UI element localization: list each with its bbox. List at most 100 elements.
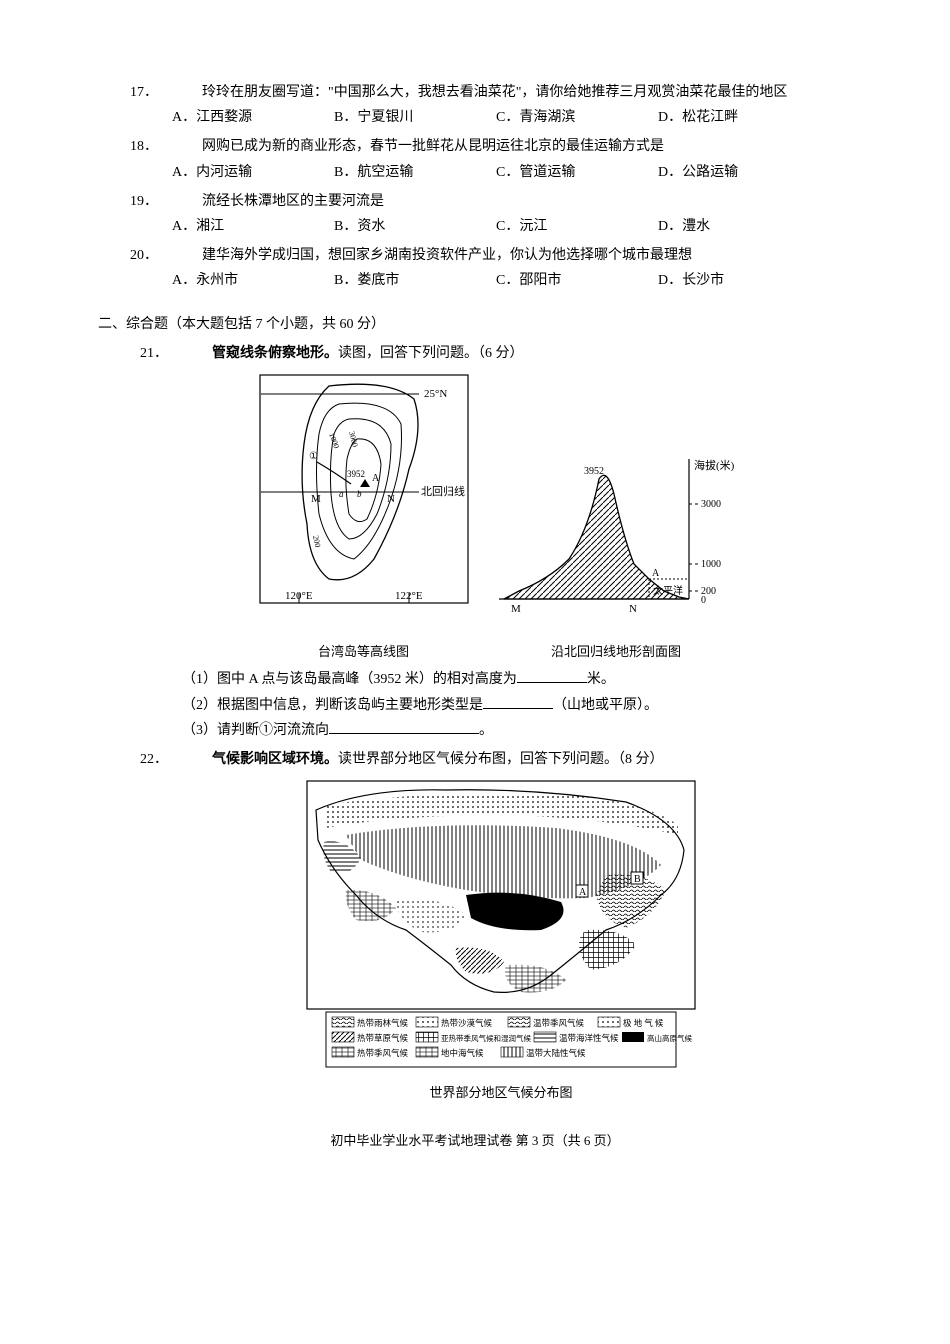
- q22-num: 22．: [182, 747, 212, 772]
- legend-l8: 高山高原气候: [647, 1033, 692, 1043]
- q21-stem: 21．管窥线条俯察地形。读图，回答下列问题。（6 分）: [182, 341, 820, 366]
- legend-l6: 亚热带季风气候和湿润气候: [441, 1033, 531, 1043]
- q18-options: A．内河运输 B．航空运输 C．管道运输 D．公路运输: [172, 160, 820, 185]
- legend-l5: 热带草原气候: [357, 1033, 409, 1043]
- q21-figures: 25°N 北回归线 120°E 122°E A 3952: [182, 374, 820, 664]
- c1000-label: 1000: [327, 431, 341, 449]
- peak-val-label: 3952: [347, 469, 365, 479]
- question-17: 17．玲玲在朋友圈写道："中国那么大，我想去看油菜花"，请你给她推荐三月观赏油菜…: [130, 80, 820, 130]
- q21-tail: 读图，回答下列问题。（6 分）: [338, 346, 524, 361]
- page-footer: 初中毕业学业水平考试地理试卷 第 3 页（共 6 页）: [130, 1129, 820, 1152]
- q21-sub2-text: （2）根据图中信息，判断该岛屿主要地形类型是: [182, 698, 483, 713]
- q21-sub2: （2）根据图中信息，判断该岛屿主要地形类型是 （山地或平原）。: [182, 693, 820, 718]
- peak-A-label: A: [372, 473, 380, 484]
- q20-opt-c[interactable]: C．邵阳市: [496, 268, 658, 293]
- legend-l1: 热带雨林气候: [357, 1018, 409, 1028]
- q18-num: 18．: [172, 134, 202, 159]
- climate-A-label: A: [579, 887, 587, 898]
- q17-options: A．江西婺源 B．宁夏银川 C．青海湖滨 D．松花江畔: [172, 105, 820, 130]
- q19-opt-c[interactable]: C．沅江: [496, 214, 658, 239]
- profile-M-label: M: [511, 603, 521, 615]
- q20-stem: 20．建华海外学成归国，想回家乡湖南投资软件产业，你认为他选择哪个城市最理想: [172, 243, 820, 268]
- q21-sub2-tail: （山地或平原）。: [553, 698, 658, 713]
- q21-sub3: （3）请判断①河流流向 。: [182, 718, 820, 743]
- c3000-label: 3000: [347, 430, 360, 448]
- river1-label: ①: [309, 451, 318, 462]
- question-20: 20．建华海外学成归国，想回家乡湖南投资软件产业，你认为他选择哪个城市最理想 A…: [130, 243, 820, 293]
- question-21: 21．管窥线条俯察地形。读图，回答下列问题。（6 分） 25°N 北回归线 12…: [140, 341, 820, 743]
- q19-options: A．湘江 B．资水 C．沅江 D．澧水: [172, 214, 820, 239]
- q22-title: 气候影响区域环境。: [212, 752, 338, 767]
- climate-map-caption: 世界部分地区气候分布图: [182, 1081, 820, 1104]
- tropic-label: 北回归线: [421, 484, 465, 498]
- climate-map-svg: A B 热带雨林气候 热带沙漠气候 温带季风气候 极 地 气 候 热带草原气候 …: [306, 780, 696, 1070]
- q17-stem: 17．玲玲在朋友圈写道："中国那么大，我想去看油菜花"，请你给她推荐三月观赏油菜…: [172, 80, 820, 105]
- alt-title-label: 海拔(米): [694, 458, 735, 472]
- profile-caption: 沿北回归线地形剖面图: [489, 640, 744, 663]
- q20-text: 建华海外学成归国，想回家乡湖南投资软件产业，你认为他选择哪个城市最理想: [202, 248, 692, 263]
- q17-opt-c[interactable]: C．青海湖滨: [496, 105, 658, 130]
- legend-l4: 极 地 气 候: [623, 1018, 664, 1028]
- q21-sub3-text: （3）请判断①河流流向: [182, 723, 329, 738]
- legend-l3: 温带季风气候: [533, 1018, 585, 1028]
- pointN-label: N: [387, 493, 395, 505]
- q21-blank2[interactable]: [483, 693, 553, 709]
- y1000-label: 1000: [701, 559, 721, 570]
- pacific-label: 太平洋: [653, 584, 683, 597]
- q18-opt-d[interactable]: D．公路运输: [658, 160, 820, 185]
- q17-opt-a[interactable]: A．江西婺源: [172, 105, 334, 130]
- profile-peak-label: 3952: [584, 466, 604, 477]
- lat25-label: 25°N: [424, 388, 447, 400]
- legend-l2: 热带沙漠气候: [441, 1018, 493, 1028]
- q19-opt-a[interactable]: A．湘江: [172, 214, 334, 239]
- q18-text: 网购已成为新的商业形态，春节一批鲜花从昆明运往北京的最佳运输方式是: [202, 139, 664, 154]
- q19-opt-b[interactable]: B．资水: [334, 214, 496, 239]
- q18-opt-b[interactable]: B．航空运输: [334, 160, 496, 185]
- lon120-label: 120°E: [285, 590, 313, 602]
- profile-A-label: A: [652, 568, 660, 579]
- q20-opt-b[interactable]: B．娄底市: [334, 268, 496, 293]
- q21-blank1[interactable]: [517, 667, 587, 683]
- q19-opt-d[interactable]: D．澧水: [658, 214, 820, 239]
- q17-opt-b[interactable]: B．宁夏银川: [334, 105, 496, 130]
- pointa-label: a: [339, 489, 344, 499]
- climate-B-label: B: [634, 874, 641, 885]
- taiwan-contour-caption: 台湾岛等高线图: [259, 640, 469, 663]
- lon122-label: 122°E: [395, 590, 423, 602]
- q18-opt-c[interactable]: C．管道运输: [496, 160, 658, 185]
- q20-num: 20．: [172, 243, 202, 268]
- q21-title: 管窥线条俯察地形。: [212, 346, 338, 361]
- q17-num: 17．: [172, 80, 202, 105]
- q22-stem: 22．气候影响区域环境。读世界部分地区气候分布图，回答下列问题。（8 分）: [182, 747, 820, 772]
- question-18: 18．网购已成为新的商业形态，春节一批鲜花从昆明运往北京的最佳运输方式是 A．内…: [130, 134, 820, 184]
- c200-label: 200: [311, 534, 322, 548]
- q20-opt-d[interactable]: D．长沙市: [658, 268, 820, 293]
- q21-blank3[interactable]: [329, 718, 479, 734]
- legend-l11: 温带大陆性气候: [526, 1048, 586, 1058]
- profile-svg: 0 200 1000 3000 海拔(米) 3952 A M N 太平洋: [489, 449, 744, 629]
- q21-sub1-text: （1）图中 A 点与该岛最高峰（3952 米）的相对高度为: [182, 672, 517, 687]
- q20-options: A．永州市 B．娄底市 C．邵阳市 D．长沙市: [172, 268, 820, 293]
- q17-opt-d[interactable]: D．松花江畔: [658, 105, 820, 130]
- q19-text: 流经长株潭地区的主要河流是: [202, 194, 384, 209]
- q19-num: 19．: [172, 189, 202, 214]
- legend-l9: 热带季风气候: [357, 1048, 409, 1058]
- q19-stem: 19．流经长株潭地区的主要河流是: [172, 189, 820, 214]
- q17-text: 玲玲在朋友圈写道："中国那么大，我想去看油菜花"，请你给她推荐三月观赏油菜花最佳…: [202, 85, 787, 100]
- pointM-label: M: [311, 493, 321, 505]
- question-22: 22．气候影响区域环境。读世界部分地区气候分布图，回答下列问题。（8 分）: [140, 747, 820, 1105]
- profile-N-label: N: [629, 603, 637, 615]
- pointb-label: b: [357, 489, 362, 499]
- q21-num: 21．: [182, 341, 212, 366]
- q21-sub3-tail: 。: [479, 723, 493, 738]
- q20-opt-a[interactable]: A．永州市: [172, 268, 334, 293]
- y3000-label: 3000: [701, 499, 721, 510]
- question-19: 19．流经长株潭地区的主要河流是 A．湘江 B．资水 C．沅江 D．澧水: [130, 189, 820, 239]
- profile-figure: 0 200 1000 3000 海拔(米) 3952 A M N 太平洋 沿北回…: [489, 449, 744, 664]
- taiwan-contour-figure: 25°N 北回归线 120°E 122°E A 3952: [259, 374, 469, 664]
- q21-sub1: （1）图中 A 点与该岛最高峰（3952 米）的相对高度为米。: [182, 667, 820, 692]
- q18-opt-a[interactable]: A．内河运输: [172, 160, 334, 185]
- legend-l7: 温带海洋性气候: [559, 1033, 619, 1043]
- section-2-title: 二、综合题（本大题包括 7 个小题，共 60 分）: [98, 312, 820, 337]
- q22-figure: A B 热带雨林气候 热带沙漠气候 温带季风气候 极 地 气 候 热带草原气候 …: [182, 780, 820, 1105]
